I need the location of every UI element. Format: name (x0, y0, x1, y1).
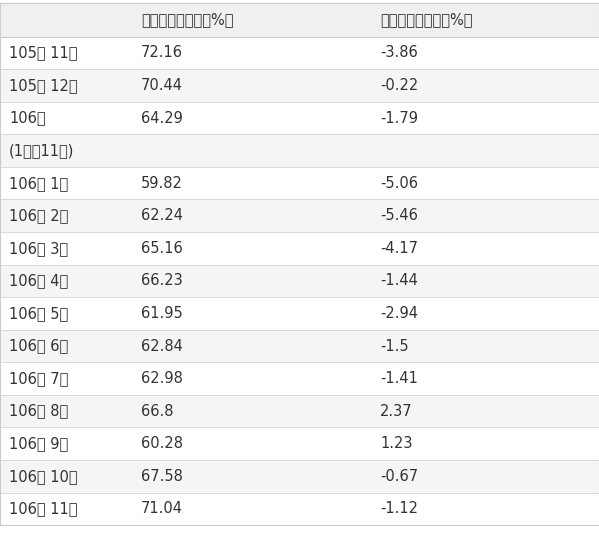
Text: 67.58: 67.58 (141, 469, 183, 484)
Text: 106年 7月: 106年 7月 (9, 371, 68, 386)
Text: 2.37: 2.37 (380, 404, 413, 418)
Bar (0, 232, 599, 265)
Text: -1.44: -1.44 (380, 274, 418, 288)
Text: -2.94: -2.94 (380, 306, 418, 321)
Text: 106年 5月: 106年 5月 (9, 306, 68, 321)
Text: -1.5: -1.5 (380, 339, 409, 353)
Text: 72.16: 72.16 (141, 45, 183, 60)
Text: 106年 6月: 106年 6月 (9, 339, 68, 353)
Text: 106年 2月: 106年 2月 (9, 208, 68, 223)
Text: -1.79: -1.79 (380, 110, 418, 126)
Text: 106年: 106年 (9, 110, 46, 126)
Text: 70.44: 70.44 (141, 78, 183, 93)
Text: -0.22: -0.22 (380, 78, 419, 93)
Text: 59.82: 59.82 (141, 176, 183, 191)
Bar (0, 69, 599, 102)
Text: (1月至11月): (1月至11月) (9, 143, 74, 158)
Text: 61.95: 61.95 (141, 306, 183, 321)
Bar (0, 492, 599, 525)
Bar (0, 362, 599, 395)
Bar (0, 395, 599, 427)
Bar (0, 200, 599, 232)
Text: 比去年同期增減（%）: 比去年同期增減（%） (380, 12, 473, 27)
Text: 觀光旅館住房率（%）: 觀光旅館住房率（%） (141, 12, 233, 27)
Text: 62.24: 62.24 (141, 208, 183, 223)
Text: 62.84: 62.84 (141, 339, 183, 353)
Bar (0, 3, 599, 37)
Text: 71.04: 71.04 (141, 502, 183, 516)
Text: 1.23: 1.23 (380, 436, 413, 451)
Bar (0, 460, 599, 492)
Text: -5.06: -5.06 (380, 176, 418, 191)
Text: 66.8: 66.8 (141, 404, 173, 418)
Text: 106年 11月: 106年 11月 (9, 502, 77, 516)
Bar (0, 427, 599, 460)
Text: 60.28: 60.28 (141, 436, 183, 451)
Text: -5.46: -5.46 (380, 208, 418, 223)
Text: 105年 12月: 105年 12月 (9, 78, 78, 93)
Text: 106年 4月: 106年 4月 (9, 274, 68, 288)
Text: -1.12: -1.12 (380, 502, 418, 516)
Text: -4.17: -4.17 (380, 241, 418, 256)
Text: 66.23: 66.23 (141, 274, 183, 288)
Text: 106年 10月: 106年 10月 (9, 469, 78, 484)
Text: 62.98: 62.98 (141, 371, 183, 386)
Bar (0, 37, 599, 69)
Bar (0, 102, 599, 135)
Text: 106年 9月: 106年 9月 (9, 436, 68, 451)
Text: -3.86: -3.86 (380, 45, 418, 60)
Text: 106年 8月: 106年 8月 (9, 404, 68, 418)
Text: 106年 1月: 106年 1月 (9, 176, 68, 191)
Bar (0, 167, 599, 200)
Text: 105年 11月: 105年 11月 (9, 45, 77, 60)
Text: 64.29: 64.29 (141, 110, 183, 126)
Bar (0, 265, 599, 297)
Bar (0, 297, 599, 330)
Text: 65.16: 65.16 (141, 241, 183, 256)
Bar (0, 135, 599, 167)
Text: 106年 3月: 106年 3月 (9, 241, 68, 256)
Text: -1.41: -1.41 (380, 371, 418, 386)
Text: -0.67: -0.67 (380, 469, 419, 484)
Bar (0, 330, 599, 362)
